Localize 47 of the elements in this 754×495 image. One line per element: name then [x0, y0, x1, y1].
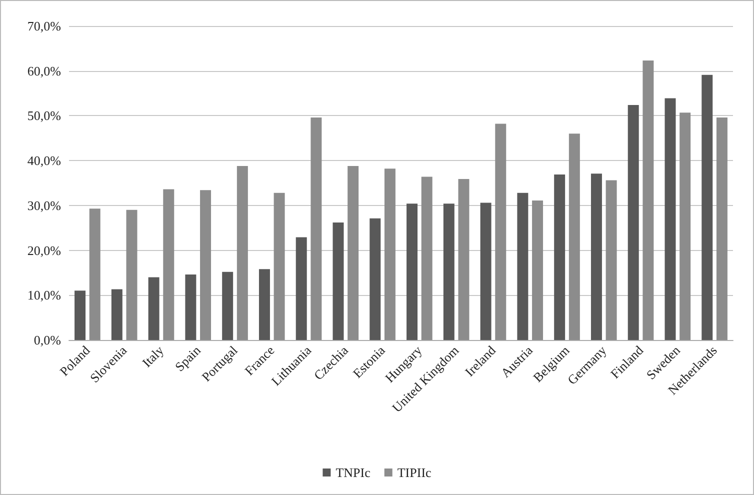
y-tick-label: 30,0% [27, 198, 62, 213]
y-tick-label: 0,0% [34, 332, 62, 348]
bar [185, 274, 196, 340]
bar [421, 176, 432, 340]
bar [332, 222, 344, 340]
bar [310, 118, 322, 340]
bar [495, 124, 506, 340]
bar [664, 98, 676, 340]
bar [236, 166, 248, 340]
bar [406, 204, 418, 340]
bar [348, 166, 359, 340]
bar [111, 289, 122, 340]
bar [702, 74, 713, 340]
bar [296, 237, 307, 340]
bar [680, 112, 691, 340]
bar [532, 200, 544, 340]
bar [443, 204, 454, 340]
bar [568, 134, 580, 340]
bar [554, 174, 566, 340]
y-tick-label: 50,0% [27, 108, 62, 124]
bar [148, 277, 160, 340]
bar [517, 192, 528, 340]
y-tick-label: 40,0% [27, 153, 62, 168]
bar [606, 180, 617, 340]
bar [458, 178, 470, 340]
y-tick-label: 20,0% [27, 242, 62, 258]
bar [89, 208, 100, 340]
x-tick-label: Italy [139, 342, 167, 370]
y-tick-label: 70,0% [27, 18, 62, 34]
y-tick-label: 10,0% [27, 288, 62, 303]
bar [590, 174, 602, 340]
bar [126, 210, 138, 340]
bar [370, 218, 381, 340]
bar [163, 189, 174, 340]
legend-label: TNPIc [336, 465, 371, 480]
bar [74, 290, 86, 340]
bar [628, 104, 639, 340]
bar [642, 60, 654, 340]
legend-label: TIPIIc [397, 465, 432, 480]
bar [274, 192, 285, 340]
y-tick-label: 60,0% [27, 63, 62, 78]
bar [200, 190, 212, 340]
bar [222, 272, 234, 340]
bar [258, 269, 270, 340]
bar [384, 168, 396, 340]
bar [480, 202, 492, 340]
bar [716, 118, 728, 340]
